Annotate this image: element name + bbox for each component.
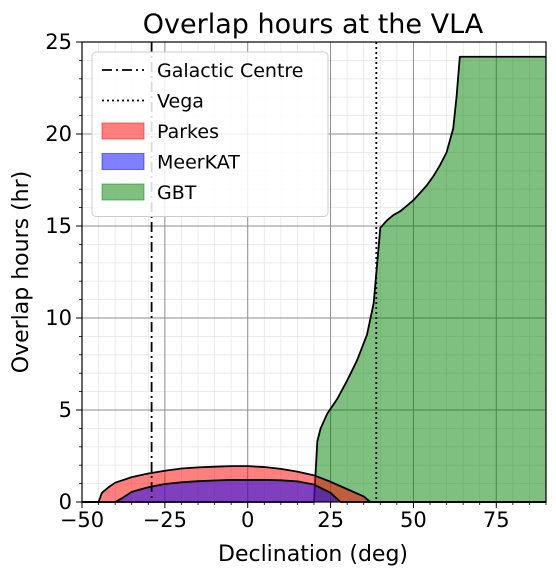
x-tick-label: −25 xyxy=(143,508,187,532)
x-axis-label: Declination (deg) xyxy=(218,542,408,567)
series-outline-gbt xyxy=(82,55,546,503)
y-axis-label: Overlap hours (hr) xyxy=(9,171,34,373)
series-outline-meerkat xyxy=(82,479,546,503)
legend: Galactic Centre Vega Parkes MeerKAT GBT xyxy=(91,51,329,217)
legend-label: MeerKAT xyxy=(157,152,240,174)
legend-swatch-gbt xyxy=(101,183,145,201)
y-tick-label: 15 xyxy=(45,214,72,238)
series-area-meerkat xyxy=(82,479,546,502)
x-tick-label: −50 xyxy=(60,508,104,532)
legend-box xyxy=(91,51,329,217)
legend-label: Parkes xyxy=(157,121,219,143)
x-tick-label: 25 xyxy=(317,508,344,532)
legend-label: Galactic Centre xyxy=(157,60,303,82)
legend-swatch-meerkat xyxy=(101,153,145,170)
plot-area: −50 −25 0 25 50 75 0 5 10 15 20 25 xyxy=(45,30,547,532)
x-tick-label: 75 xyxy=(483,508,510,532)
legend-label: Vega xyxy=(157,91,204,113)
x-tick-label: 0 xyxy=(241,508,254,532)
chart-title: Overlap hours at the VLA xyxy=(143,9,484,40)
x-tick-label: 50 xyxy=(400,508,427,532)
series-outline-parkes xyxy=(82,465,546,503)
y-tick-label: 20 xyxy=(45,122,72,146)
legend-swatch-parkes xyxy=(101,122,145,140)
y-tick-label: 0 xyxy=(59,490,72,514)
y-tick-label: 25 xyxy=(45,30,72,54)
y-tick-label: 5 xyxy=(59,398,72,422)
y-tick-label: 10 xyxy=(45,306,72,330)
legend-label: GBT xyxy=(157,182,197,204)
series-area-gbt xyxy=(82,56,546,502)
